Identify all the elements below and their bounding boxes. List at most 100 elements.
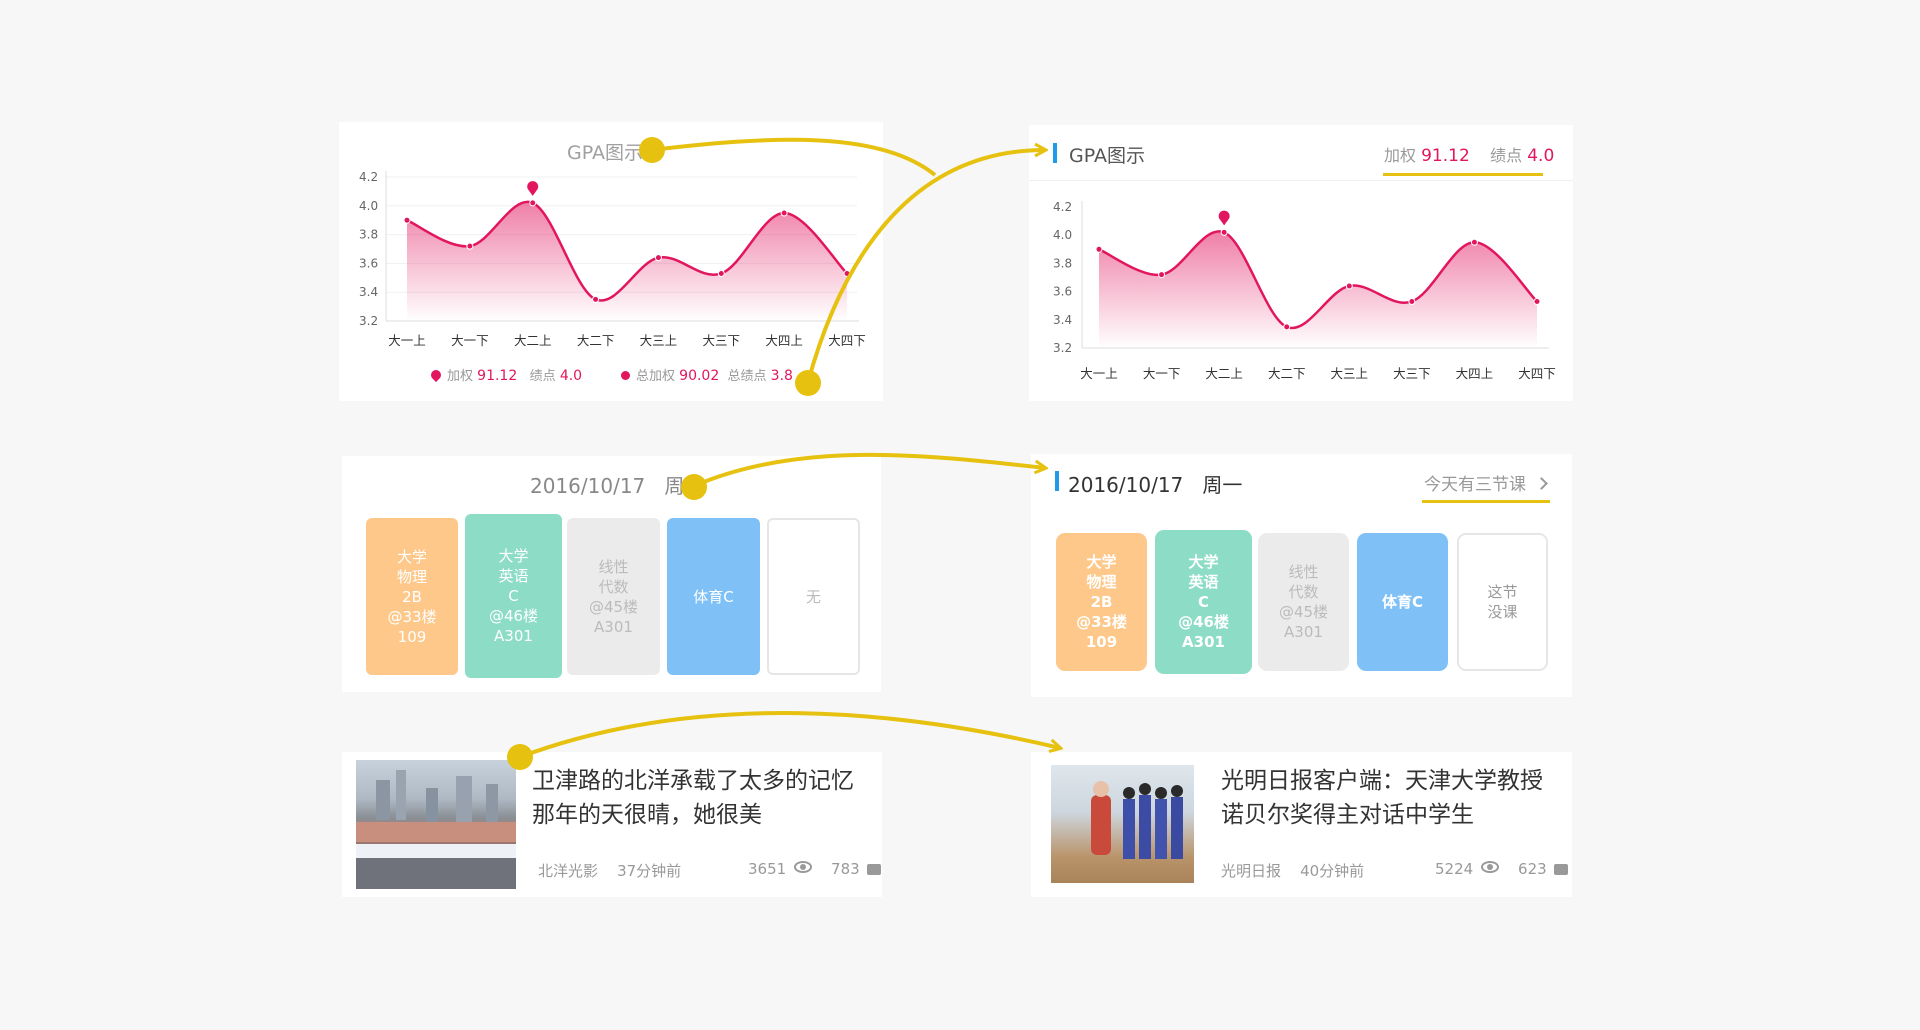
x-tick-label: 大二下 bbox=[577, 333, 615, 348]
data-point bbox=[1533, 297, 1541, 305]
comments-count: 783 bbox=[831, 860, 860, 878]
data-point bbox=[1095, 245, 1103, 253]
x-tick-label: 大三下 bbox=[703, 333, 741, 348]
peak-marker-icon bbox=[527, 181, 539, 196]
news-new-title: 光明日报客户端：天津大学教授 诺贝尔奖得主对话中学生 bbox=[1221, 764, 1543, 832]
gpa-value: 4.0 bbox=[1527, 146, 1555, 166]
x-tick-label: 大一上 bbox=[388, 333, 426, 348]
legend-value: 91.12 bbox=[477, 368, 518, 384]
y-tick-label: 3.8 bbox=[359, 228, 378, 242]
x-tick-label: 大二上 bbox=[1205, 366, 1243, 381]
course-english[interactable]: 大学 英语 C @46楼 A301 bbox=[465, 514, 562, 678]
x-tick-label: 大三下 bbox=[1393, 366, 1431, 381]
course-english[interactable]: 大学 英语 C @46楼 A301 bbox=[1155, 530, 1252, 674]
time-text: 40分钟前 bbox=[1300, 862, 1365, 880]
series-area bbox=[407, 201, 847, 321]
time-text: 37分钟前 bbox=[617, 862, 682, 880]
x-tick-label: 大一上 bbox=[1080, 366, 1118, 381]
course-linear-algebra[interactable]: 线性 代数 @45楼 A301 bbox=[567, 518, 660, 675]
series-area bbox=[1099, 231, 1537, 348]
y-tick-label: 4.0 bbox=[359, 199, 378, 213]
data-point bbox=[1283, 323, 1291, 331]
course-pe[interactable]: 体育C bbox=[667, 518, 760, 675]
course-pe[interactable]: 体育C bbox=[1357, 533, 1448, 671]
course-physics[interactable]: 大学 物理 2B @33楼 109 bbox=[1056, 533, 1147, 671]
title-accent-bar bbox=[1055, 471, 1059, 491]
gpa-summary-underline bbox=[1383, 173, 1543, 176]
gpa-summary-tab[interactable]: 加权 91.12 绩点 4.0 bbox=[1384, 142, 1554, 166]
y-tick-label: 3.4 bbox=[1053, 313, 1072, 327]
y-tick-label: 4.2 bbox=[1053, 200, 1072, 214]
data-point bbox=[780, 209, 788, 217]
data-point bbox=[466, 242, 474, 250]
data-point bbox=[1470, 238, 1478, 246]
series-line bbox=[1098, 230, 1538, 330]
data-point bbox=[403, 216, 411, 224]
news-card-new[interactable]: 光明日报客户端：天津大学教授 诺贝尔奖得主对话中学生 光明日报 40分钟前 52… bbox=[1031, 752, 1572, 897]
date-text: 2016/10/17 bbox=[530, 474, 646, 498]
x-tick-label: 大二上 bbox=[514, 333, 552, 348]
y-tick-label: 3.6 bbox=[1053, 285, 1072, 299]
series-line bbox=[406, 200, 848, 302]
y-tick-label: 4.2 bbox=[359, 170, 378, 184]
chevron-right-icon bbox=[1535, 477, 1549, 490]
x-tick-label: 大二下 bbox=[1268, 366, 1306, 381]
news-old-source: 北洋光影 37分钟前 bbox=[538, 860, 681, 881]
legend-dot-icon bbox=[621, 371, 630, 380]
legend-value-2: 3.8 bbox=[770, 368, 793, 384]
today-courses-link[interactable]: 今天有三节课 bbox=[1424, 470, 1549, 495]
x-tick-label: 大四下 bbox=[1518, 366, 1556, 381]
city-photo-icon bbox=[356, 770, 516, 889]
legend-label: 加权 bbox=[447, 369, 474, 384]
header-divider bbox=[1029, 180, 1573, 181]
news-title-line2: 那年的天很晴，她很美 bbox=[532, 802, 762, 828]
data-point bbox=[654, 254, 662, 262]
data-point bbox=[843, 269, 851, 277]
source-text: 光明日报 bbox=[1221, 862, 1282, 880]
weighted-label: 加权 bbox=[1384, 146, 1417, 165]
source-text: 北洋光影 bbox=[538, 862, 599, 880]
y-tick-label: 3.4 bbox=[359, 285, 378, 299]
schedule-old-date: 2016/10/17 周一 bbox=[530, 470, 704, 499]
x-tick-label: 大三上 bbox=[640, 333, 678, 348]
x-tick-label: 大三上 bbox=[1331, 366, 1369, 381]
legend-label-2: 总绩点 bbox=[727, 369, 767, 384]
data-point bbox=[1158, 271, 1166, 279]
y-tick-label: 3.6 bbox=[359, 256, 378, 270]
news-card-old[interactable]: 卫津路的北洋承载了太多的记忆 那年的天很晴，她很美 北洋光影 37分钟前 365… bbox=[342, 752, 882, 897]
data-point bbox=[529, 199, 537, 207]
news-title-line1: 光明日报客户端：天津大学教授 bbox=[1221, 768, 1543, 794]
title-accent-bar bbox=[1053, 143, 1057, 163]
event-photo-icon bbox=[1091, 781, 1183, 859]
course-physics[interactable]: 大学 物理 2B @33楼 109 bbox=[366, 518, 458, 675]
course-linear-algebra[interactable]: 线性 代数 @45楼 A301 bbox=[1258, 533, 1349, 671]
peak-marker-icon bbox=[1218, 210, 1230, 226]
news-thumbnail bbox=[356, 760, 516, 889]
weekday-text: 周一 bbox=[1202, 473, 1243, 497]
legend-label-2: 绩点 bbox=[529, 369, 556, 384]
x-tick-label: 大四下 bbox=[828, 333, 866, 348]
gpa-old-legend-2: 总加权 90.02 总绩点 3.8 bbox=[621, 365, 793, 384]
y-tick-label: 3.2 bbox=[359, 314, 378, 328]
gpa-old-legend-1: 加权 91.12 绩点 4.0 bbox=[428, 365, 582, 384]
gpa-card-old: GPA图示 4.2 4.0 3.8 3.6 3.4 3.2 大一上 大一下 大二上 大二下 大三上 大… bbox=[339, 122, 883, 401]
comment-icon bbox=[1554, 864, 1569, 875]
news-thumbnail bbox=[1051, 765, 1194, 883]
data-point bbox=[1345, 282, 1353, 290]
arrow-news bbox=[519, 711, 1060, 759]
news-old-stats: 3651 783 bbox=[748, 860, 882, 878]
data-point bbox=[1220, 228, 1228, 236]
news-old-title: 卫津路的北洋承载了太多的记忆 那年的天很晴，她很美 bbox=[532, 764, 854, 832]
data-point bbox=[1408, 297, 1416, 305]
course-empty[interactable]: 无 bbox=[767, 518, 860, 675]
news-new-source: 光明日报 40分钟前 bbox=[1221, 860, 1364, 881]
course-empty[interactable]: 这节 没课 bbox=[1457, 533, 1548, 671]
date-text: 2016/10/17 bbox=[1068, 473, 1184, 497]
today-courses-underline bbox=[1422, 500, 1550, 503]
x-tick-label: 大四上 bbox=[1456, 366, 1494, 381]
news-title-line2: 诺贝尔奖得主对话中学生 bbox=[1221, 802, 1474, 828]
comment-icon bbox=[867, 864, 882, 875]
y-tick-label: 3.8 bbox=[1053, 256, 1072, 270]
legend-value: 90.02 bbox=[679, 368, 720, 384]
